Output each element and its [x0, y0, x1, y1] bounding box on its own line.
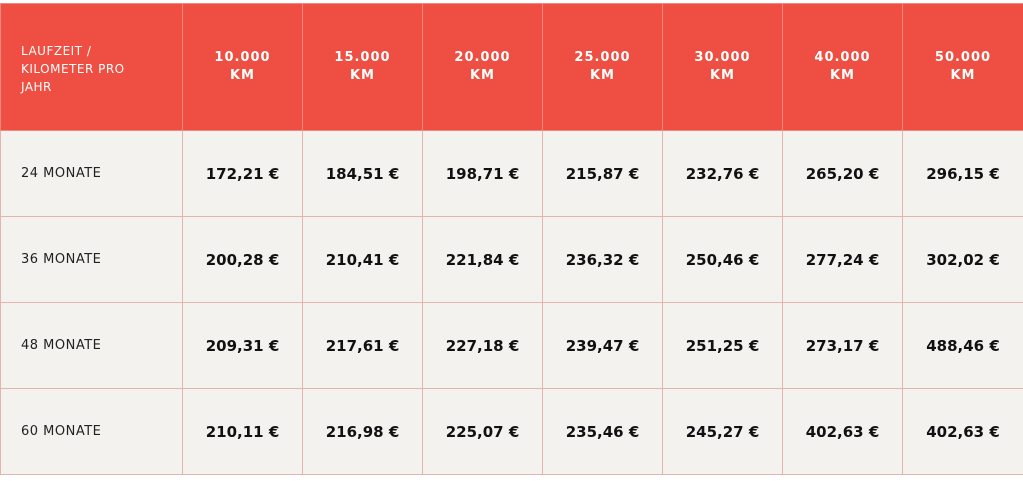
price-cell: 402,63 €	[782, 388, 903, 475]
price-cell: 245,27 €	[662, 388, 783, 475]
table-row: 48 MONATE 209,31 €217,61 €227,18 €239,47 …	[0, 302, 1023, 389]
price-cell: 200,28 €	[182, 216, 303, 303]
price-cell: 225,07 €	[422, 388, 543, 475]
header-mileage: 20.000 KM	[422, 3, 543, 131]
price-cell: 172,21 €	[182, 130, 303, 217]
header-mileage: 50.000 KM	[902, 3, 1023, 131]
price-cell: 221,84 €	[422, 216, 543, 303]
price-cell: 227,18 €	[422, 302, 543, 389]
header-row: LAUFZEIT / KILOMETER PRO JAHR 10.000 KM 15…	[0, 3, 1023, 131]
price-cell: 239,47 €	[542, 302, 663, 389]
header-mileage: 40.000 KM	[782, 3, 903, 131]
row-label: 48 MONATE	[0, 302, 183, 389]
price-cell: 210,11 €	[182, 388, 303, 475]
price-table: LAUFZEIT / KILOMETER PRO JAHR 10.000 KM 15…	[0, 3, 1023, 475]
price-cell: 277,24 €	[782, 216, 903, 303]
header-mileage: 15.000 KM	[302, 3, 423, 131]
price-cell: 488,46 €	[902, 302, 1023, 389]
header-mileage: 10.000 KM	[182, 3, 303, 131]
price-cell: 302,02 €	[902, 216, 1023, 303]
price-cell: 236,32 €	[542, 216, 663, 303]
table-row: 36 MONATE 200,28 €210,41 €221,84 €236,32 …	[0, 216, 1023, 303]
price-cell: 273,17 €	[782, 302, 903, 389]
price-cell: 216,98 €	[302, 388, 423, 475]
table-row: 60 MONATE 210,11 €216,98 €225,07 €235,46 …	[0, 388, 1023, 475]
header-label: LAUFZEIT / KILOMETER PRO JAHR	[0, 3, 183, 131]
price-cell: 296,15 €	[902, 130, 1023, 217]
price-cell: 198,71 €	[422, 130, 543, 217]
price-cell: 235,46 €	[542, 388, 663, 475]
header-mileage: 30.000 KM	[662, 3, 783, 131]
price-cell: 402,63 €	[902, 388, 1023, 475]
price-cell: 210,41 €	[302, 216, 423, 303]
price-cell: 265,20 €	[782, 130, 903, 217]
row-label: 60 MONATE	[0, 388, 183, 475]
table-body: 24 MONATE 172,21 €184,51 €198,71 €215,87 …	[0, 130, 1023, 475]
price-table-container: LAUFZEIT / KILOMETER PRO JAHR 10.000 KM 15…	[0, 3, 1023, 475]
price-cell: 184,51 €	[302, 130, 423, 217]
price-cell: 209,31 €	[182, 302, 303, 389]
price-cell: 232,76 €	[662, 130, 783, 217]
table-header: LAUFZEIT / KILOMETER PRO JAHR 10.000 KM 15…	[0, 3, 1023, 131]
header-mileage: 25.000 KM	[542, 3, 663, 131]
price-cell: 217,61 €	[302, 302, 423, 389]
price-cell: 251,25 €	[662, 302, 783, 389]
table-row: 24 MONATE 172,21 €184,51 €198,71 €215,87 …	[0, 130, 1023, 217]
price-cell: 250,46 €	[662, 216, 783, 303]
row-label: 24 MONATE	[0, 130, 183, 217]
price-cell: 215,87 €	[542, 130, 663, 217]
row-label: 36 MONATE	[0, 216, 183, 303]
